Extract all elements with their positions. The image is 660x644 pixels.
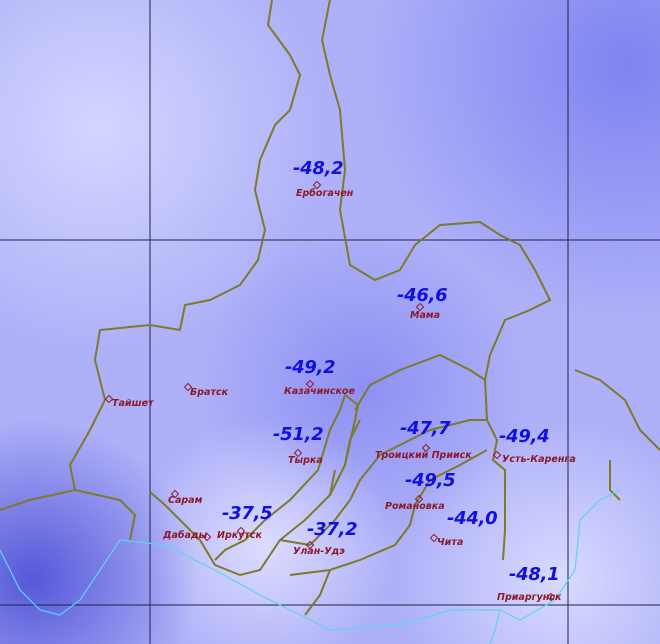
temperature-value: -44,0	[447, 508, 498, 529]
temperature-value: -47,7	[400, 418, 451, 439]
station-name: Романовка	[385, 501, 445, 512]
temperature-value: -48,1	[509, 564, 560, 585]
temperature-value: -49,4	[499, 426, 550, 447]
station-name: Сарам	[168, 495, 203, 506]
temperature-value: -37,2	[307, 519, 358, 540]
temperature-value: -48,2	[293, 158, 344, 179]
station-name: Иркутск	[217, 530, 262, 541]
country-border	[0, 489, 621, 644]
station-name: Тырка	[288, 455, 323, 466]
station-name: Братск	[190, 387, 229, 398]
station-name: Троицкий Прииск	[375, 450, 472, 461]
station-name: Дабады	[163, 530, 208, 541]
region-borders	[0, 0, 660, 616]
temperature-value: -49,2	[285, 357, 336, 378]
temperature-value: -49,5	[405, 470, 456, 491]
station-name: Казачинское	[284, 386, 355, 397]
temperature-value: -37,5	[222, 503, 273, 524]
station-name: Усть-Каренга	[502, 454, 576, 465]
station-name: Тайшет	[112, 398, 154, 409]
temperature-value: -51,2	[273, 424, 324, 445]
station-name: Ербогачен	[296, 188, 354, 199]
station-name: Мама	[410, 310, 441, 321]
station-name: Улан-Удэ	[293, 546, 345, 557]
station-name: Приаргунск	[497, 592, 562, 603]
temperature-value: -46,6	[397, 285, 448, 306]
station-name: Чита	[437, 537, 464, 548]
